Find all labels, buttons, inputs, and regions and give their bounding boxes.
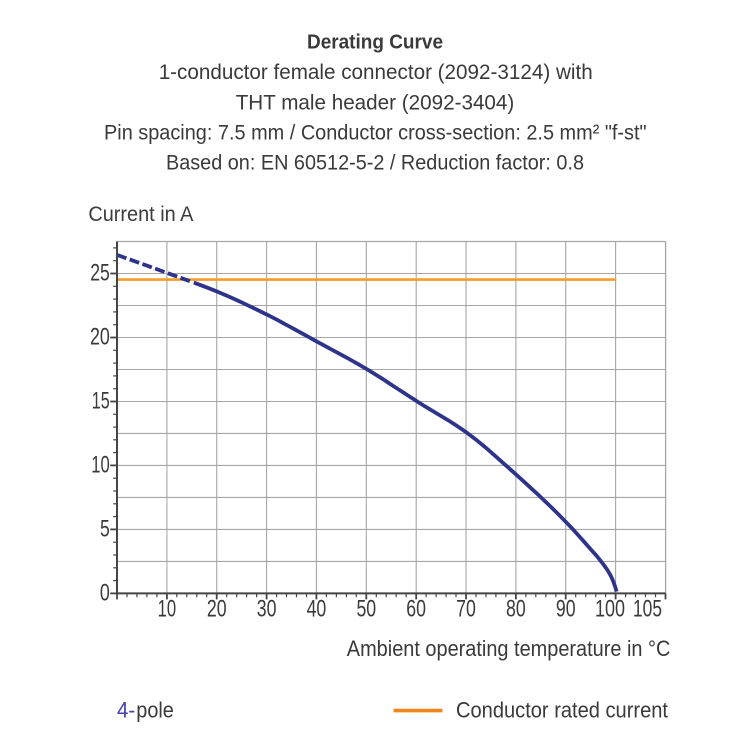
svg-text:Current in A: Current in A (88, 202, 194, 226)
svg-text:1-conductor female connector (: 1-conductor female connector (2092-3124)… (159, 61, 593, 84)
svg-text:pole: pole (136, 698, 174, 723)
svg-text:20: 20 (90, 324, 110, 351)
svg-text:25: 25 (90, 260, 110, 287)
svg-text:90: 90 (556, 596, 576, 623)
svg-text:100: 100 (595, 596, 625, 623)
svg-text:4-: 4- (117, 698, 135, 723)
svg-text:60: 60 (406, 596, 426, 623)
svg-text:105: 105 (633, 596, 662, 623)
svg-text:70: 70 (456, 596, 476, 623)
svg-text:40: 40 (307, 596, 327, 623)
svg-text:Based on: EN 60512-5-2 / Reduc: Based on: EN 60512-5-2 / Reduction facto… (166, 152, 584, 175)
svg-text:0: 0 (100, 580, 110, 607)
svg-text:Derating Curve: Derating Curve (307, 31, 443, 53)
svg-text:10: 10 (91, 452, 110, 479)
svg-text:30: 30 (257, 596, 277, 623)
svg-text:50: 50 (356, 596, 376, 623)
svg-text:THT male header (2092-3404): THT male header (2092-3404) (236, 91, 515, 114)
svg-text:Conductor rated current: Conductor rated current (456, 698, 668, 723)
svg-text:80: 80 (506, 596, 526, 623)
svg-text:15: 15 (92, 388, 110, 415)
svg-text:5: 5 (100, 516, 110, 543)
svg-text:10: 10 (158, 596, 177, 623)
svg-text:Pin spacing: 7.5 mm / Conducto: Pin spacing: 7.5 mm / Conductor cross-se… (104, 121, 647, 144)
svg-text:Ambient operating temperature: Ambient operating temperature in °C (347, 636, 671, 661)
svg-text:20: 20 (207, 596, 227, 623)
